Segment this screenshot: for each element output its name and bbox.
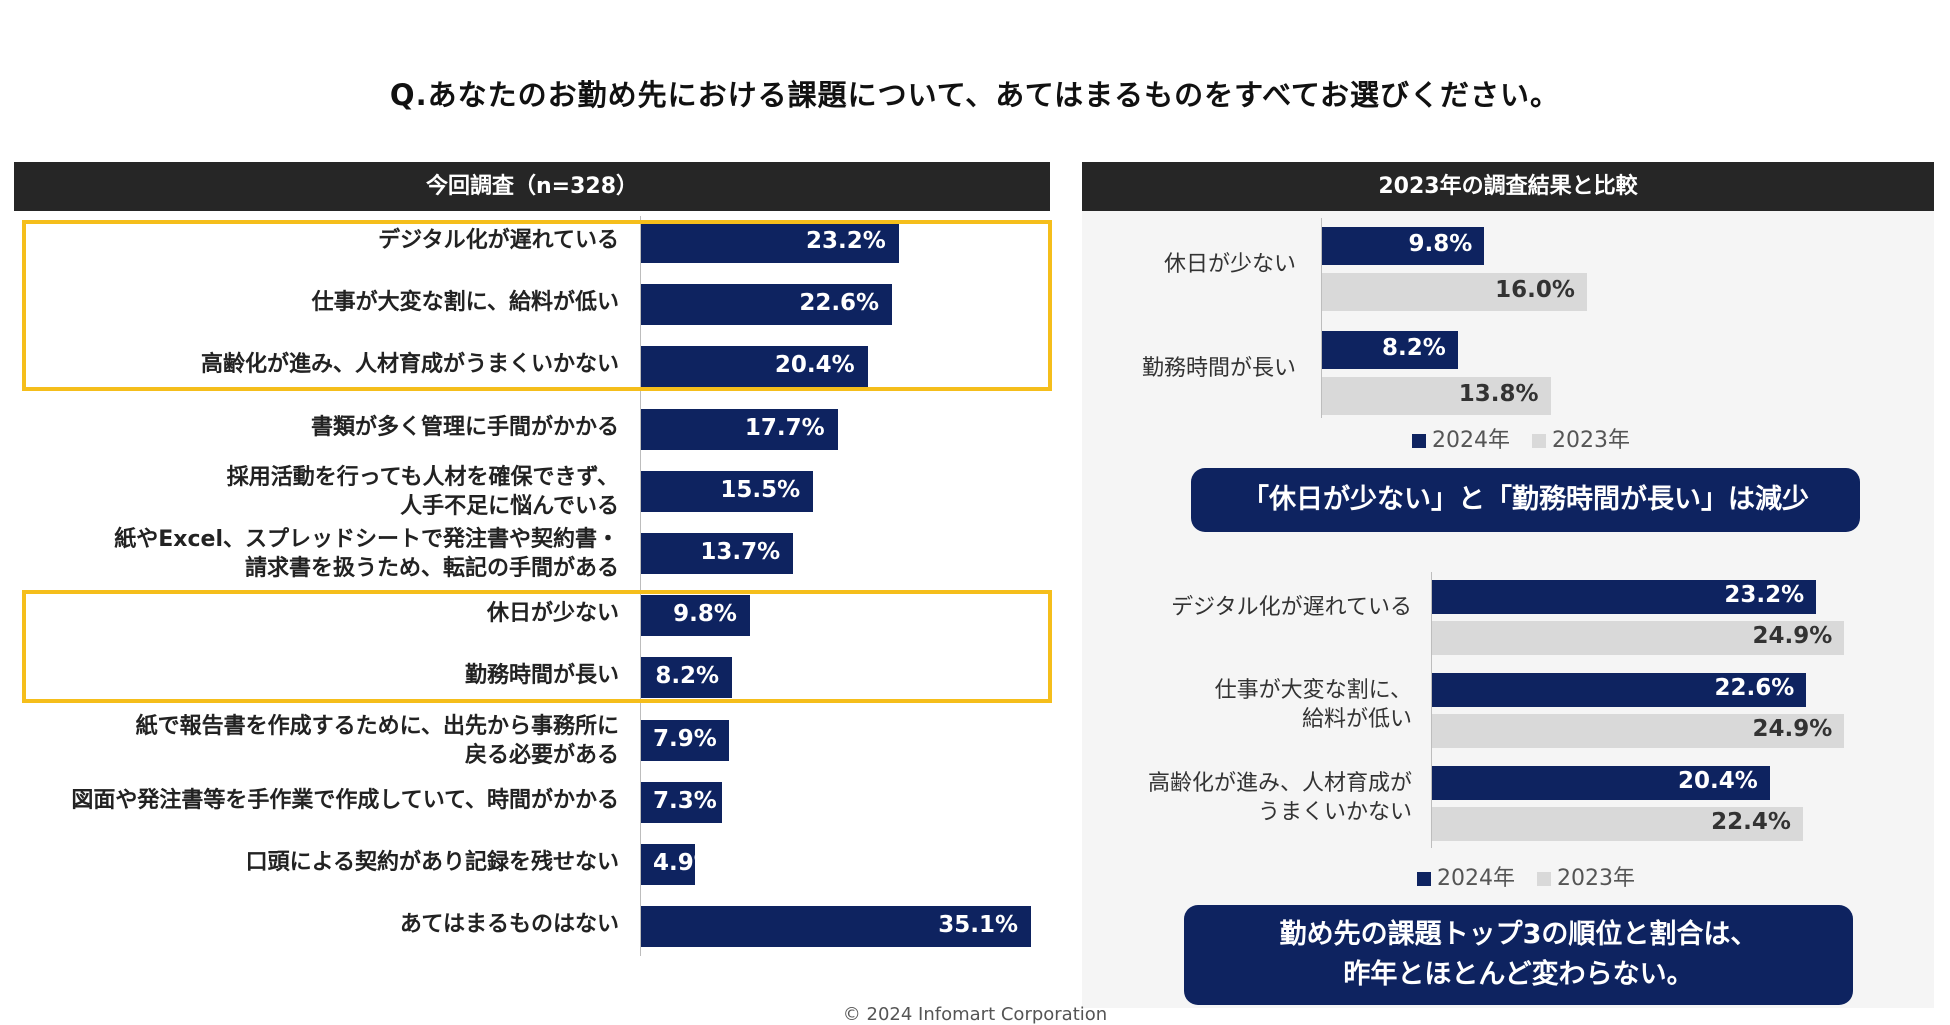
main-value-label: 15.5%: [720, 476, 801, 503]
main-value-label: 9.8%: [673, 601, 737, 628]
callout-decrease: 「休日が少ない」と「勤務時間が長い」は減少: [1191, 468, 1860, 532]
main-value-label: 13.7%: [700, 539, 781, 565]
cmp-axis: [1321, 218, 1322, 418]
main-bar: [641, 781, 723, 823]
main-bar: [641, 595, 750, 637]
main-category-label: 書類が多く管理に手間がかかる: [310, 414, 619, 440]
highlight-box-top3: [22, 220, 1052, 391]
legend-swatch-2024: [1412, 434, 1426, 448]
bar-2023: [1432, 621, 1845, 655]
main-bar: [641, 533, 794, 574]
value-label-2024: 20.4%: [1678, 768, 1758, 794]
main-value-label: 22.6%: [799, 290, 880, 317]
value-label-2023: 24.9%: [1752, 623, 1833, 649]
bar-2023: [1322, 377, 1551, 415]
right-chart-header: 2023年の調査結果と比較: [1082, 162, 1934, 211]
main-category-label: 高齢化が進み、人材育成がうまくいかない: [200, 352, 619, 378]
value-label-2024: 9.8%: [1408, 231, 1473, 257]
main-category-label: デジタル化が遅れている: [378, 228, 619, 253]
main-bar: [641, 222, 899, 263]
bar-2023: [1432, 714, 1845, 748]
main-value-label: 4.9%: [653, 850, 717, 876]
bar-2024: [1322, 331, 1458, 369]
legend-label-2023: 2023年: [1552, 428, 1630, 453]
left-chart-header: 今回調査（n=328）: [14, 162, 1050, 211]
main-bar: [641, 844, 696, 885]
main-bar: [641, 284, 893, 326]
bar-2024: [1322, 227, 1485, 265]
legend-label-2024: 2024年: [1432, 428, 1510, 453]
main-bar: [641, 657, 733, 699]
value-label-2023: 13.8%: [1458, 381, 1539, 407]
legend-label-2024: 2024年: [1437, 866, 1515, 891]
main-category-label: 紙やExcel、スプレッドシートで発注書や契約書・ 請求書を扱うため、転記の手間…: [114, 527, 619, 581]
comparison-category-label: 勤務時間が長い: [1141, 356, 1296, 381]
main-category-label: あてはまるものはない: [399, 912, 619, 938]
comparison-category-label: デジタル化が遅れている: [1171, 595, 1412, 620]
legend-label-2023: 2023年: [1557, 866, 1635, 891]
main-bar: [641, 408, 838, 450]
cmp-axis: [1431, 572, 1432, 848]
comparison-category-label: 休日が少ない: [1163, 252, 1296, 277]
bar-2024: [1432, 673, 1807, 707]
main-bar: [641, 470, 814, 512]
main-value-label: 17.7%: [744, 414, 825, 441]
main-category-label: 採用活動を行っても人材を確保できず、 人手不足に悩んでいる: [226, 464, 619, 519]
value-label-2024: 23.2%: [1724, 582, 1805, 608]
comparison-category-label: 高齢化が進み、人材育成が うまくいかない: [1147, 771, 1412, 825]
value-label-2023: 16.0%: [1495, 277, 1575, 303]
callout-unchanged: 勤め先の課題トップ3の順位と割合は、 昨年とほとんど変わらない。: [1184, 905, 1853, 1005]
main-category-label: 紙で報告書を作成するために、出先から事務所に 戻る必要がある: [135, 713, 619, 768]
legend-swatch-2023: [1532, 434, 1546, 448]
main-value-label: 35.1%: [938, 912, 1018, 939]
main-bar: [641, 719, 729, 761]
question-title: Q.あなたのお勤め先における課題について、あてはまるものをすべてお選びください。: [389, 78, 1561, 112]
main-value-label: 20.4%: [774, 352, 855, 379]
bar-2023: [1322, 273, 1587, 311]
value-label-2024: 22.6%: [1714, 675, 1795, 701]
main-category-label: 口頭による契約があり記録を残せない: [245, 850, 619, 875]
main-value-label: 7.3%: [653, 787, 717, 814]
comparison-category-label: 仕事が大変な割に、 給料が低い: [1214, 678, 1412, 732]
main-category-label: 勤務時間が長い: [464, 663, 619, 689]
legend-swatch-2024: [1417, 872, 1431, 886]
main-axis: [640, 216, 641, 956]
main-value-label: 23.2%: [805, 228, 886, 254]
main-bar: [641, 346, 868, 388]
copyright: © 2024 Infomart Corporation: [842, 1004, 1108, 1025]
main-category-label: 休日が少ない: [486, 601, 619, 627]
main-category-label: 仕事が大変な割に、給料が低い: [311, 290, 619, 316]
main-value-label: 8.2%: [655, 663, 720, 690]
value-label-2023: 24.9%: [1752, 716, 1833, 742]
legend-swatch-2023: [1537, 872, 1551, 886]
main-value-label: 7.9%: [653, 725, 717, 752]
highlight-box-decrease: [22, 590, 1052, 703]
value-label-2024: 8.2%: [1381, 335, 1446, 361]
comparison-legend: 2024年 2023年: [1412, 422, 1630, 454]
bar-2024: [1432, 580, 1817, 614]
bar-2023: [1432, 807, 1803, 841]
comparison-legend: 2024年 2023年: [1417, 860, 1635, 892]
bar-2024: [1432, 766, 1770, 800]
main-category-label: 図面や発注書等を手作業で作成していて、時間がかかる: [71, 787, 619, 813]
value-label-2023: 22.4%: [1711, 809, 1791, 835]
main-bar: [641, 906, 1031, 948]
